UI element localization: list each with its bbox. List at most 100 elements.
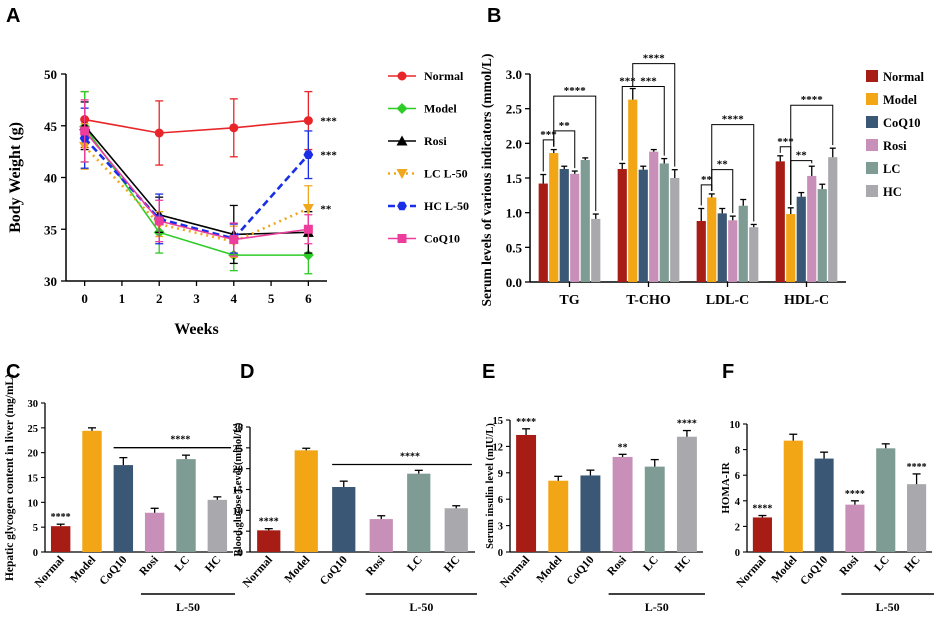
significance-label: ** <box>618 442 628 453</box>
y-tick-label: 0 <box>33 548 38 559</box>
legend-label: Rosi <box>424 134 447 148</box>
x-tick-label: Model <box>535 554 565 585</box>
legend-label: Normal <box>424 69 464 83</box>
significance-label: *** <box>619 75 636 87</box>
x-tick-label: Model <box>283 554 313 585</box>
data-point <box>154 128 164 138</box>
x-tick-label: HDL-C <box>784 293 829 308</box>
legend-label: LC <box>883 162 900 176</box>
significance-label: **** <box>677 419 697 430</box>
series-line <box>83 137 310 241</box>
legend-marker <box>396 103 408 114</box>
y-tick-label: 45 <box>44 119 58 134</box>
x-tick-label: Rosi <box>605 553 629 578</box>
y-tick-label: 2.0 <box>506 136 522 151</box>
legend-item: CoQ10 <box>388 232 460 246</box>
chart-c: 0 5 10 15 20 25 30 Hepatic glycogen content in … <box>4 374 235 614</box>
y-tick-label: 2.5 <box>506 102 523 117</box>
legend-item: CoQ10 <box>866 116 921 130</box>
significance-label: **** <box>400 452 420 463</box>
significance-label: **** <box>170 435 190 446</box>
significance-label: *** <box>777 136 794 148</box>
y-tick-label: 10 <box>233 506 244 517</box>
legend-item: Normal <box>866 70 924 84</box>
legend-swatch <box>866 116 878 128</box>
bar-normal <box>538 183 548 282</box>
x-axis-title: Weeks <box>174 321 218 338</box>
y-tick-label: 3 <box>498 522 503 533</box>
x-tick-label: Model <box>68 554 98 585</box>
legend-item: HC L-50 <box>388 199 469 213</box>
bar-model <box>628 99 638 282</box>
x-tick-label: Rosi <box>137 553 161 578</box>
y-tick-label: 8 <box>735 446 740 457</box>
legend-swatch <box>866 139 878 151</box>
significance-label: **** <box>801 94 824 106</box>
panel-label-c: C <box>6 361 20 383</box>
y-tick-label: 20 <box>28 449 39 460</box>
y-tick-label: 15 <box>28 474 39 485</box>
legend-swatch <box>866 185 878 197</box>
x-tick-label: LDL-C <box>706 293 750 308</box>
data-point <box>154 216 164 226</box>
legend-item: Model <box>866 93 918 107</box>
bar-model <box>548 480 569 552</box>
x-tick-label: Model <box>770 554 800 585</box>
y-tick-label: 50 <box>44 67 57 82</box>
series-rosi <box>79 101 314 265</box>
y-tick-label: 9 <box>498 469 503 480</box>
y-tick-label: 20 <box>233 465 244 476</box>
x-tick-label: TG <box>559 293 579 308</box>
bar-hc <box>207 499 228 552</box>
panel-label-f: F <box>722 361 734 383</box>
significance-label: **** <box>907 462 927 473</box>
significance-label: **** <box>752 504 772 515</box>
y-tick-label: 0 <box>735 548 740 559</box>
bar-coq10 <box>559 168 569 282</box>
significance-label: **** <box>643 53 666 65</box>
legend-item: HC <box>866 185 902 199</box>
legend-marker <box>397 71 407 81</box>
bar-normal <box>257 530 281 552</box>
significance-label: **** <box>845 489 865 500</box>
x-tick-label: 3 <box>193 291 200 306</box>
significance-label: **** <box>722 114 745 126</box>
bar-lc <box>176 459 196 552</box>
legend-item: Model <box>388 102 457 116</box>
bar-lc <box>738 205 748 282</box>
legend-marker <box>397 234 407 243</box>
y-tick-label: 6 <box>498 495 503 506</box>
series-lc-l-50 <box>79 123 314 258</box>
bar-rosi <box>845 504 865 552</box>
bar-model <box>783 440 803 552</box>
bar-lc <box>407 473 431 552</box>
y-tick-label: 0 <box>498 548 503 559</box>
bar-rosi <box>369 519 393 552</box>
bar-hc <box>749 227 759 282</box>
bar-model <box>294 450 318 552</box>
y-tick-label: 10 <box>730 420 741 431</box>
significance-bracket <box>553 95 597 212</box>
data-point <box>303 150 314 159</box>
x-tick-label: CoQ10 <box>98 554 130 588</box>
legend-marker <box>396 135 408 146</box>
bar-model <box>707 197 717 282</box>
x-tick-label: LC <box>641 554 661 574</box>
bar-lc <box>580 159 590 282</box>
bar-rosi <box>570 173 580 282</box>
significance-label: *** <box>640 75 657 87</box>
y-tick-label: 25 <box>233 444 244 455</box>
data-point <box>229 123 239 133</box>
chart-b: 0.0 0.5 1.0 1.5 2.0 2.5 3.0 Serum levels of var… <box>479 53 924 308</box>
y-axis-title: Serum insulin level (mIU/L) <box>485 423 496 549</box>
x-tick-label: 6 <box>305 291 312 306</box>
legend-item: Rosi <box>866 139 907 153</box>
x-tick-label: CoQ10 <box>565 554 597 588</box>
bar-normal <box>50 526 71 552</box>
series-model <box>79 90 314 275</box>
legend-label: Rosi <box>883 139 907 153</box>
series-line <box>83 145 309 244</box>
bar-lc <box>644 466 665 552</box>
